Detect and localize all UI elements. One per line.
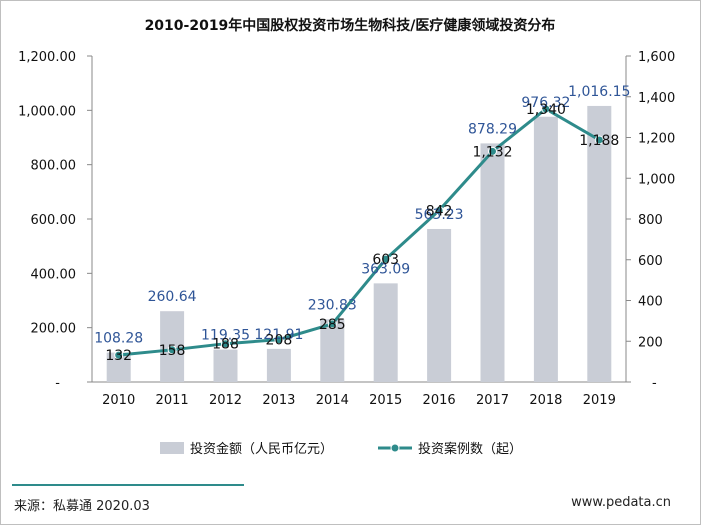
bar-data-label: 878.29 xyxy=(468,121,517,137)
line-data-label: 1,188 xyxy=(579,133,619,149)
y-right-tick-label: 1,400 xyxy=(638,91,675,106)
line-data-label: 603 xyxy=(372,252,399,268)
line-marker xyxy=(274,335,284,345)
legend-line-marker xyxy=(390,443,400,453)
y-left-tick-label: 600.00 xyxy=(31,213,77,228)
line-data-label: 842 xyxy=(426,203,453,219)
legend-bar-label: 投资金额（人民币亿元） xyxy=(190,441,333,457)
line-marker xyxy=(541,104,551,114)
source-note: 来源：私募通 2020.03 xyxy=(14,499,150,514)
bar xyxy=(533,116,558,382)
line-marker xyxy=(594,135,604,145)
line-data-label: 158 xyxy=(159,343,186,359)
y-right-tick-label: 800 xyxy=(638,213,663,228)
footer-accent-line xyxy=(12,484,244,486)
y-left-tick-label: 400.00 xyxy=(31,267,77,282)
y-right-tick-label: - xyxy=(652,376,657,391)
bar-data-label: 363.09 xyxy=(361,261,410,277)
line-data-label: 1,132 xyxy=(472,144,512,160)
line-marker xyxy=(167,345,177,355)
bar-data-label: 976.32 xyxy=(521,95,570,111)
line-series xyxy=(118,107,601,357)
x-tick-label: 2018 xyxy=(529,393,562,408)
x-tick-label: 2015 xyxy=(369,393,402,408)
legend-bar-swatch xyxy=(160,442,184,454)
x-tick-label: 2014 xyxy=(316,393,349,408)
line-data-label: 285 xyxy=(319,317,346,333)
x-tick-label: 2016 xyxy=(423,393,456,408)
line-marker xyxy=(434,205,444,215)
line-marker xyxy=(221,339,230,349)
bar xyxy=(213,349,238,382)
bar xyxy=(266,348,291,382)
line-marker xyxy=(327,319,337,329)
y-right-tick-label: 1,000 xyxy=(638,172,675,187)
bar-data-label: 119.35 xyxy=(201,328,250,344)
bar-data-label: 563.23 xyxy=(415,207,464,223)
y-right-tick-label: 600 xyxy=(638,254,663,269)
bar xyxy=(427,228,452,382)
website-link[interactable]: www.pedata.cn xyxy=(571,495,671,510)
x-tick-label: 2010 xyxy=(102,393,135,408)
bar xyxy=(480,143,505,382)
y-right-tick-label: 1,200 xyxy=(638,132,675,147)
y-right-tick-label: 400 xyxy=(638,295,663,310)
bar-data-label: 108.28 xyxy=(94,331,143,347)
line-data-label: 208 xyxy=(266,333,293,349)
y-left-tick-label: 1,200.00 xyxy=(18,50,76,65)
bar xyxy=(320,319,345,382)
y-left-tick-label: 800.00 xyxy=(31,159,77,174)
bar-data-label: 260.64 xyxy=(148,289,197,305)
line-marker xyxy=(488,146,497,156)
bar-data-label: 121.91 xyxy=(254,327,303,343)
line-data-label: 188 xyxy=(212,337,239,353)
y-right-tick-label: 200 xyxy=(638,335,663,350)
bar xyxy=(587,105,612,382)
y-right-tick-label: 1,600 xyxy=(638,50,675,65)
legend-line-label: 投资案例数（起） xyxy=(418,441,522,457)
y-left-tick-label: 200.00 xyxy=(31,322,77,337)
y-left-tick-label: 1,000.00 xyxy=(18,104,76,119)
bar-data-label: 230.83 xyxy=(308,297,357,313)
x-tick-label: 2019 xyxy=(583,393,616,408)
bar xyxy=(373,283,398,382)
x-tick-label: 2011 xyxy=(156,393,189,408)
y-left-tick-label: - xyxy=(55,376,60,391)
x-tick-label: 2017 xyxy=(476,393,509,408)
line-marker xyxy=(114,350,124,360)
chart-title: 2010-2019年中国股权投资市场生物科技/医疗健康领域投资分布 xyxy=(145,17,556,34)
x-tick-label: 2013 xyxy=(262,393,295,408)
line-data-label: 1,340 xyxy=(526,102,566,118)
bar-data-label: 1,016.15 xyxy=(568,84,630,100)
line-marker xyxy=(381,254,391,264)
line-data-label: 132 xyxy=(105,348,132,364)
x-tick-label: 2012 xyxy=(209,393,242,408)
